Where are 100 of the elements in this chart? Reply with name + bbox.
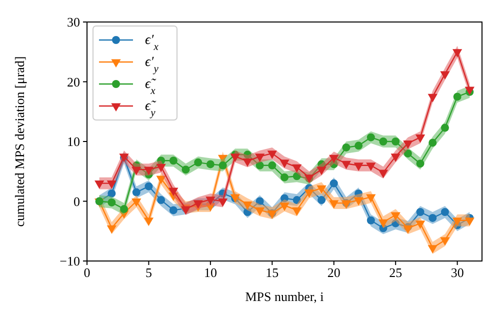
point — [342, 143, 350, 152]
point — [242, 201, 252, 210]
point — [366, 133, 375, 142]
point — [440, 208, 449, 216]
point — [132, 166, 142, 176]
point — [292, 196, 301, 204]
point — [194, 158, 202, 166]
point — [256, 161, 264, 170]
point — [292, 172, 301, 180]
legend-label: ϵ′$_{x}$ — [145, 33, 159, 52]
y-tick-label: 30 — [67, 14, 80, 30]
y-axis-title: cumulated MPS deviation [μrad] — [12, 56, 27, 227]
point — [108, 189, 116, 198]
point — [144, 166, 154, 176]
point — [169, 206, 178, 214]
point — [416, 208, 424, 216]
point — [428, 94, 438, 102]
point — [132, 198, 142, 207]
y-tick-label: 20 — [67, 74, 80, 90]
point — [242, 158, 252, 167]
x-tick-label: 25 — [389, 265, 402, 280]
x-tick-label: 5 — [145, 265, 152, 280]
point — [392, 219, 400, 228]
point — [440, 71, 450, 80]
y-tick-label: −10 — [60, 254, 80, 268]
point — [354, 162, 364, 171]
x-tick-label: 10 — [204, 265, 217, 280]
point — [390, 154, 400, 162]
y-tick-label: 10 — [67, 134, 80, 149]
point — [354, 142, 363, 150]
point — [304, 190, 314, 198]
point — [366, 216, 375, 224]
point — [452, 49, 462, 58]
point — [292, 207, 302, 216]
point — [206, 160, 214, 168]
point — [144, 182, 153, 190]
legend-label: ϵ̃$_{y}$ — [145, 99, 157, 118]
point — [156, 176, 166, 184]
x-tick-label: 15 — [266, 265, 279, 280]
point — [106, 225, 116, 234]
point — [415, 134, 426, 143]
point — [366, 194, 376, 203]
point — [378, 170, 388, 178]
point — [354, 189, 363, 198]
point — [354, 197, 364, 206]
point — [255, 154, 265, 162]
point — [256, 197, 264, 206]
x-tick-label: 0 — [84, 265, 90, 280]
point — [403, 225, 413, 234]
point — [316, 185, 326, 194]
point — [366, 162, 376, 171]
point — [267, 150, 277, 159]
point — [206, 196, 216, 206]
point — [440, 237, 450, 246]
point — [280, 202, 290, 211]
point — [464, 218, 474, 226]
point — [428, 214, 437, 222]
point — [415, 220, 426, 229]
point — [243, 208, 252, 216]
point — [94, 180, 104, 189]
point — [341, 160, 352, 170]
point — [144, 218, 154, 226]
point — [218, 161, 227, 170]
x-axis-title: MPS number, i — [245, 289, 324, 304]
point — [416, 160, 424, 168]
point — [206, 203, 216, 212]
point — [280, 173, 288, 182]
point — [182, 166, 190, 174]
point — [169, 156, 178, 165]
point — [318, 196, 326, 204]
point — [108, 198, 116, 206]
point — [440, 124, 449, 132]
point — [428, 245, 438, 254]
y-tick-label: 0 — [74, 194, 80, 209]
point — [168, 188, 178, 196]
point — [404, 149, 412, 158]
point — [453, 92, 462, 101]
point — [156, 164, 166, 172]
point — [329, 154, 339, 164]
point — [132, 188, 140, 196]
point — [280, 160, 290, 168]
legend-label: ϵ̃$_{x}$ — [145, 77, 157, 96]
point — [316, 166, 326, 176]
point — [329, 200, 339, 209]
x-tick-label: 20 — [327, 265, 340, 280]
point — [157, 196, 166, 204]
point — [243, 150, 252, 159]
point — [106, 180, 116, 189]
point — [120, 205, 128, 214]
point — [292, 164, 302, 173]
point — [230, 154, 240, 162]
point — [255, 207, 265, 216]
legend-label: ϵ′$_{y}$ — [145, 55, 159, 74]
point — [218, 198, 228, 207]
point — [428, 138, 437, 147]
point — [403, 140, 413, 149]
point — [330, 179, 338, 188]
point — [268, 161, 276, 170]
point — [379, 138, 388, 146]
point — [392, 138, 400, 146]
